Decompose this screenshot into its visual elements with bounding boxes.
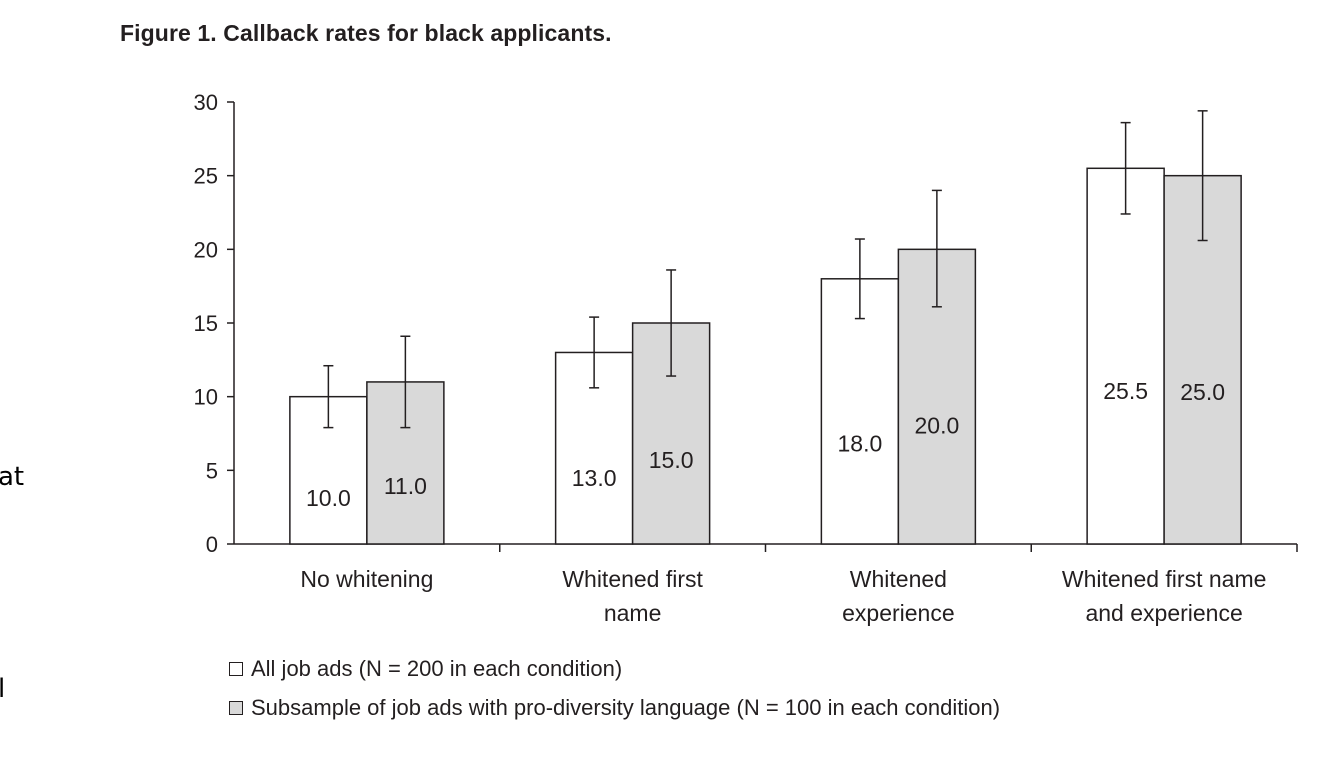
legend-swatch [229,662,243,676]
legend-swatch [229,701,243,715]
data-label: 10.0 [306,485,351,511]
cropped-text-fragment: at [0,462,25,492]
x-tick-label: Whitened first [562,566,703,592]
bar [820,278,900,545]
data-label: 11.0 [384,473,427,499]
legend-item-pro-diversity: Subsample of job ads with pro-diversity … [229,695,1000,721]
bar-chart: 0 5 10 15 20 25 30 10.0 11.0 No whitening 13.0 15.0… [194,90,1298,626]
y-tick-label: 0 [206,532,218,557]
y-tick-label: 30 [194,90,218,115]
x-tick-label: No whitening [300,566,433,592]
legend-label: All job ads (N = 200 in each condition) [251,656,623,681]
data-label: 25.0 [1180,379,1225,405]
cropped-text-fragment: l [0,674,6,704]
figure-title: Figure 1. Callback rates for black appli… [120,20,612,46]
x-tick-label: experience [842,600,955,626]
data-label: 18.0 [837,430,882,456]
y-tick-label: 20 [194,237,218,262]
bar [1086,167,1165,545]
y-tick-label: 25 [194,164,218,189]
x-tick-label: Whitened first name [1062,566,1267,592]
data-label: 25.5 [1103,378,1148,404]
legend-item-all-job-ads: All job ads (N = 200 in each condition) [229,656,622,682]
y-tick-label: 10 [194,385,218,410]
data-label: 15.0 [649,447,694,473]
x-tick-label: and experience [1085,600,1242,626]
y-tick-label: 5 [206,458,218,483]
y-tick-label: 15 [194,311,218,336]
data-label: 13.0 [572,465,617,491]
data-label: 20.0 [914,412,959,438]
legend-label: Subsample of job ads with pro-diversity … [251,695,1001,720]
x-tick-label: Whitened [850,566,947,592]
x-tick-label: name [604,600,662,626]
